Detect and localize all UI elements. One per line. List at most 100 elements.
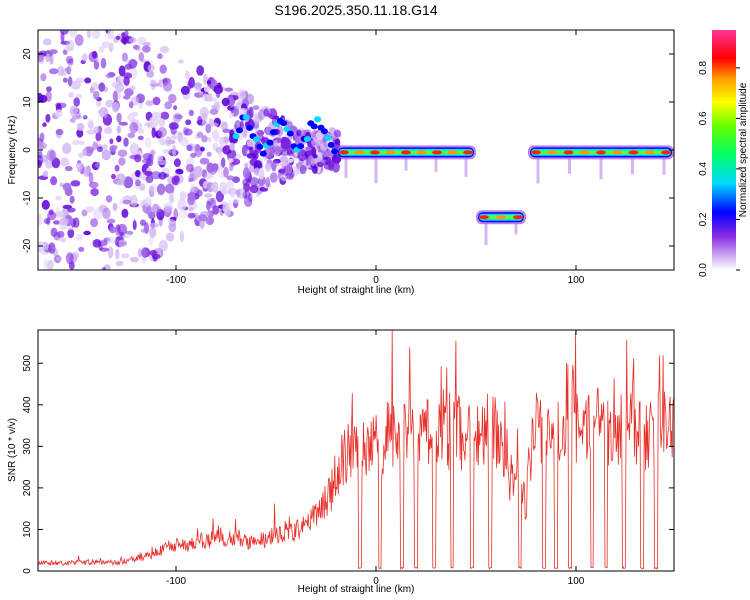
noise-blob [203, 193, 213, 198]
noise-blob [135, 179, 141, 187]
noise-blob [114, 164, 120, 172]
noise-blob [221, 157, 226, 168]
turbulent-feature [327, 141, 335, 148]
track-hotspot [513, 215, 523, 220]
noise-blob [320, 159, 327, 164]
noise-blob [333, 129, 341, 138]
noise-blob [258, 108, 266, 121]
noise-blob [158, 171, 167, 180]
noise-blob [118, 121, 128, 126]
noise-blob [55, 128, 63, 139]
noise-blob [206, 151, 212, 157]
noise-blob [151, 126, 156, 139]
noise-blob [174, 114, 183, 120]
spectrogram-x-axis-title: Height of straight line (km) [298, 285, 415, 296]
noise-blob [221, 187, 228, 195]
track-hotspot [370, 150, 380, 155]
noise-blob [199, 157, 210, 165]
noise-blob [142, 41, 151, 47]
turbulent-feature [269, 129, 277, 136]
track-hotspot [563, 150, 574, 155]
track-hotspot [547, 150, 558, 155]
noise-blob [144, 222, 149, 235]
noise-blob [121, 208, 129, 218]
noise-blob [213, 136, 222, 143]
noise-blob [146, 205, 153, 216]
noise-blob [100, 57, 107, 69]
track-hotspot [339, 150, 349, 155]
turbulent-feature [320, 128, 328, 135]
noise-blob [188, 109, 194, 117]
noise-blob [115, 260, 124, 267]
noise-blob [200, 146, 205, 152]
noise-blob [243, 182, 251, 192]
noise-blob [102, 144, 108, 150]
noise-blob [156, 183, 166, 195]
noise-blob [193, 166, 203, 178]
noise-blob [106, 236, 116, 245]
noise-blob [177, 59, 184, 64]
noise-blob [137, 135, 144, 141]
spectrogram-x-tick-label: 0 [373, 275, 379, 286]
noise-blob [205, 123, 212, 134]
noise-blob [294, 137, 301, 143]
noise-blob [280, 149, 290, 157]
noise-blob [211, 104, 218, 110]
noise-blob [93, 126, 100, 134]
noise-blob [46, 259, 54, 270]
noise-blob [178, 208, 188, 219]
noise-blob [42, 122, 47, 128]
noise-blob [122, 199, 132, 205]
noise-blob [224, 87, 233, 92]
noise-blob [159, 64, 167, 74]
noise-blob [60, 68, 67, 77]
noise-blob [116, 112, 122, 123]
noise-blob [62, 182, 72, 192]
noise-blob [88, 172, 94, 184]
noise-blob [179, 191, 187, 202]
noise-blob [145, 175, 154, 184]
noise-blob [197, 214, 208, 222]
noise-blob [103, 237, 111, 242]
noise-blob [129, 256, 139, 263]
noise-blob [109, 146, 117, 152]
track-hotspot [596, 150, 606, 155]
noise-blob [173, 208, 179, 220]
noise-blob [149, 116, 159, 128]
noise-blob [91, 30, 101, 40]
noise-blob [297, 149, 308, 162]
snr-y-tick-label: 200 [22, 479, 33, 496]
noise-blob [142, 45, 151, 53]
turbulent-feature [232, 133, 240, 140]
noise-blob [278, 168, 286, 174]
noise-blob [201, 169, 207, 178]
noise-blob [194, 92, 204, 98]
noise-blob [76, 122, 85, 132]
spectrogram-track-1 [476, 210, 526, 246]
noise-blob [205, 216, 215, 226]
noise-blob [132, 122, 143, 132]
noise-blob [179, 230, 184, 243]
spectrogram-y-tick-label: 0 [22, 147, 33, 153]
noise-blob [77, 166, 82, 173]
noise-blob [121, 253, 130, 259]
noise-blob [112, 202, 118, 212]
noise-blob [116, 135, 122, 143]
noise-blob [208, 164, 218, 175]
noise-blob [249, 146, 254, 155]
noise-blob [54, 109, 63, 118]
noise-blob [146, 70, 155, 78]
noise-blob [201, 120, 208, 126]
noise-blob [68, 92, 75, 98]
track-hotspot [416, 150, 427, 155]
noise-blob [92, 239, 102, 248]
track-hotspot [479, 215, 489, 220]
noise-blob [252, 105, 260, 110]
noise-blob [119, 199, 124, 206]
noise-blob [270, 160, 279, 168]
noise-blob [206, 210, 215, 218]
track-hotspot [579, 150, 590, 155]
noise-blob [137, 248, 143, 258]
snr-frame [37, 329, 675, 572]
noise-blob [69, 105, 79, 115]
